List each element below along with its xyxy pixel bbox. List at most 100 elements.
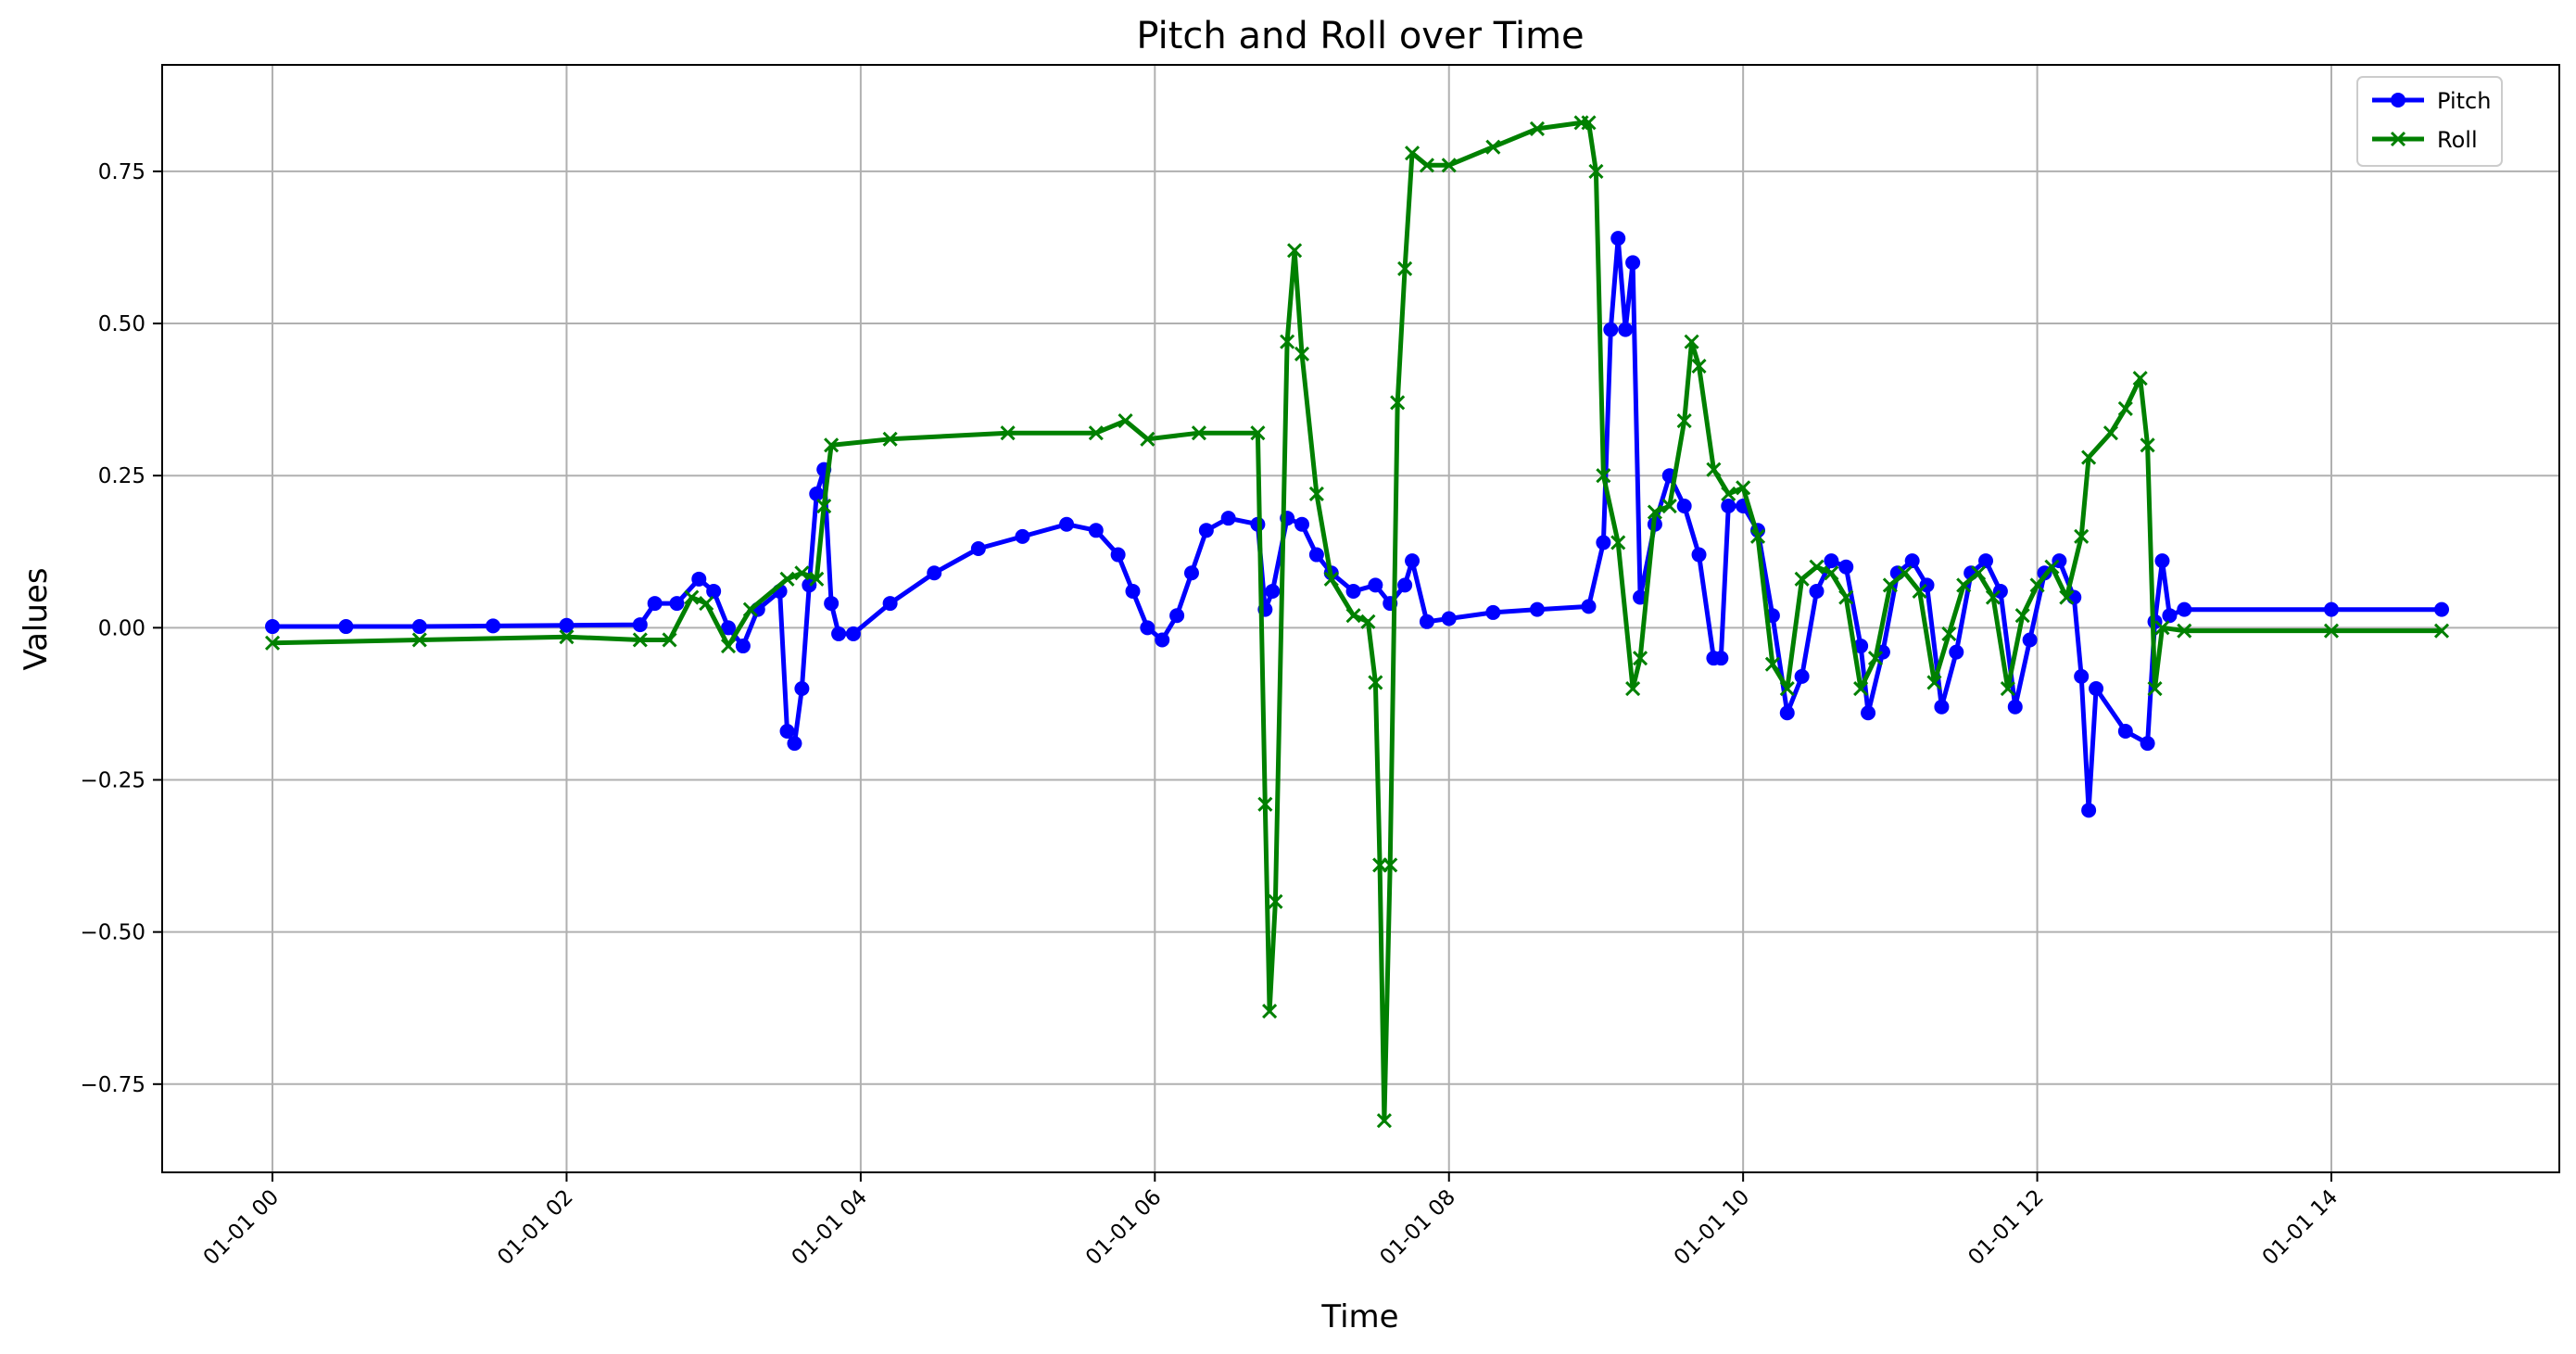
data-point (1125, 583, 1141, 599)
data-point (1390, 395, 1406, 411)
data-point (2117, 400, 2133, 417)
data-point (2102, 425, 2118, 441)
data-point (1397, 260, 1413, 277)
data-point (1198, 523, 1214, 538)
data-point (632, 632, 648, 648)
data-point (2154, 620, 2170, 636)
data-point (1110, 547, 1126, 563)
data-point (1360, 614, 1376, 629)
data-point (1265, 583, 1281, 599)
data-point (824, 437, 840, 453)
data-point (684, 589, 700, 605)
data-point (1610, 535, 1626, 550)
data-point (1779, 680, 1795, 697)
data-point (882, 431, 898, 447)
grid (162, 65, 2559, 1172)
legend: Pitch Roll (2356, 76, 2503, 167)
data-point (2044, 559, 2060, 575)
data-point (779, 571, 795, 587)
data-point (1294, 346, 1310, 361)
data-point (735, 639, 751, 654)
data-point (1749, 528, 1766, 544)
data-point (2014, 608, 2030, 624)
data-point (1941, 626, 1957, 641)
data-point (794, 565, 810, 581)
data-point (1419, 158, 1434, 173)
data-point (1625, 255, 1641, 271)
data-point (1824, 553, 1839, 569)
x-axis-label: Time (1320, 1298, 1398, 1335)
data-point (2140, 736, 2155, 752)
data-point (1618, 322, 1634, 337)
data-point (1345, 583, 1361, 599)
data-point (1934, 699, 1950, 715)
data-point (1268, 893, 1283, 909)
data-point (1169, 608, 1185, 624)
data-point (2029, 577, 2045, 593)
data-point (1721, 499, 1736, 514)
data-point (1581, 599, 1597, 614)
data-point (2323, 623, 2340, 639)
data-point (669, 596, 685, 612)
data-point (882, 596, 898, 612)
data-point (1191, 425, 1206, 441)
data-point (1262, 1003, 1278, 1019)
data-point (2089, 681, 2104, 697)
data-point (816, 498, 832, 514)
data-point (2059, 589, 2075, 605)
data-point (824, 596, 840, 612)
data-point (1838, 589, 1854, 605)
data-point (1949, 644, 1964, 660)
data-point (1794, 571, 1810, 587)
y-tick-label: 0.00 (98, 616, 145, 640)
data-point (1140, 431, 1155, 447)
data-point (1419, 614, 1434, 629)
data-point (1529, 601, 1545, 617)
data-point (1368, 577, 1383, 593)
data-point (411, 632, 427, 648)
data-point (1405, 553, 1421, 569)
data-point (1603, 322, 1619, 337)
data-point (1059, 516, 1075, 532)
data-point (2154, 553, 2170, 569)
data-point (1441, 158, 1457, 173)
data-point (2007, 699, 2023, 715)
data-point (720, 638, 737, 654)
data-point (1926, 675, 1942, 690)
data-point (1220, 511, 1236, 526)
data-point (1441, 611, 1457, 626)
data-point (1897, 565, 1913, 581)
data-point (1867, 651, 1884, 666)
data-point (970, 540, 986, 556)
data-point (2147, 680, 2163, 697)
data-point (1383, 857, 1398, 873)
data-point (1088, 425, 1104, 441)
data-point (1250, 425, 1266, 441)
data-point (1853, 680, 1869, 697)
data-point (779, 723, 795, 739)
series-layer (264, 115, 2450, 1129)
data-point (2074, 668, 2090, 684)
data-point (2000, 680, 2015, 697)
data-point (1912, 583, 1927, 600)
data-point (1015, 528, 1030, 544)
data-point (2081, 449, 2097, 465)
data-point (1853, 639, 1869, 654)
data-point (1684, 334, 1699, 349)
data-point (1183, 565, 1199, 581)
data-point (559, 617, 575, 633)
data-point (1118, 413, 1133, 429)
data-point (1323, 571, 1339, 587)
data-point (1155, 632, 1170, 648)
data-point (1882, 577, 1898, 593)
data-point (2140, 437, 2155, 453)
data-point (2177, 601, 2192, 617)
data-point (1596, 468, 1611, 484)
data-point (1661, 498, 1677, 514)
data-point (1485, 604, 1501, 620)
data-point (411, 619, 427, 635)
data-point (2434, 601, 2450, 617)
y-tick-label: 0.75 (98, 160, 145, 184)
